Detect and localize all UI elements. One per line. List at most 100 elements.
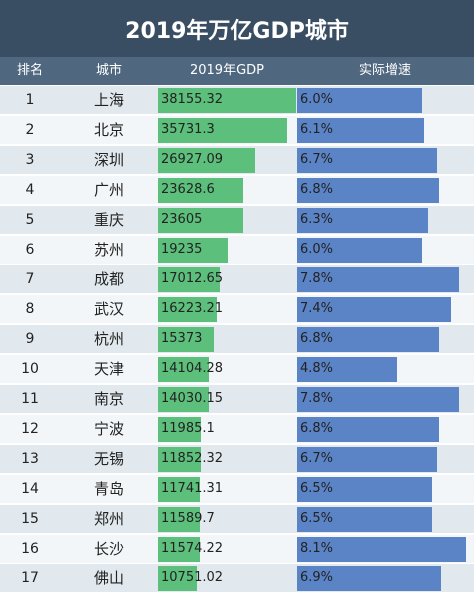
- city-cell: 宁波: [93, 419, 124, 438]
- rank-cell: 6: [25, 241, 35, 258]
- growth-value-label: 6.7%: [300, 151, 334, 167]
- gdp-value-label: 14030.15: [161, 391, 224, 406]
- rank-cell: 13: [21, 450, 39, 467]
- growth-value-label: 6.0%: [300, 241, 334, 257]
- rank-cell: 7: [25, 271, 35, 288]
- header-city: 城市: [95, 63, 122, 78]
- rank-cell: 15: [21, 510, 39, 527]
- gdp-value-label: 17012.65: [161, 271, 224, 287]
- header-rank: 排名: [16, 63, 43, 78]
- gdp-value-label: 16223.21: [161, 301, 224, 317]
- table-row: 5 重庆 23605 6.3%: [0, 205, 474, 234]
- city-cell: 武汉: [93, 300, 124, 319]
- table-row: 14 青岛 11741.31 6.5%: [0, 474, 474, 503]
- gdp-bar: [158, 327, 214, 353]
- rank-cell: 11: [21, 391, 39, 407]
- table-row: 15 郑州 11589.7 6.5%: [0, 504, 474, 533]
- growth-value-label: 6.9%: [300, 570, 334, 586]
- city-cell: 上海: [93, 91, 124, 109]
- gdp-value-label: 38155.32: [161, 92, 224, 107]
- gdp-value-label: 11985.1: [161, 420, 215, 436]
- gdp-value-label: 35731.3: [161, 121, 215, 137]
- growth-bar: [297, 177, 439, 203]
- city-cell: 郑州: [93, 509, 124, 528]
- growth-value-label: 6.8%: [300, 181, 334, 197]
- gdp-bar: [158, 536, 200, 562]
- growth-bar: [297, 536, 466, 562]
- growth-value-label: 4.8%: [300, 361, 334, 377]
- gdp-bar: [158, 387, 209, 412]
- city-cell: 青岛: [93, 479, 124, 498]
- city-cell: 长沙: [93, 539, 124, 558]
- growth-bar: [297, 297, 452, 323]
- growth-bar: [297, 416, 439, 442]
- rank-cell: 2: [25, 121, 35, 138]
- table-row: 11 南京 14030.15 7.8%: [0, 385, 474, 413]
- rank-cell: 8: [25, 301, 35, 318]
- rank-cell: 1: [25, 92, 35, 108]
- header-row: 排名 城市 2019年GDP 实际增速: [0, 57, 474, 85]
- gdp-value-label: 11852.32: [161, 450, 224, 466]
- city-cell: 佛山: [93, 569, 124, 588]
- table-row: 1 上海 38155.32 6.0%: [0, 86, 474, 114]
- gdp-bar: [158, 357, 209, 383]
- rank-cell: 10: [21, 361, 39, 378]
- growth-value-label: 7.4%: [300, 301, 334, 317]
- table-row: 10 天津 14104.28 4.8%: [0, 355, 474, 384]
- data-table: 1 上海 38155.32 6.0% 2 北京 35731.3 6.1% 3 深圳 26927.09…: [0, 86, 474, 595]
- gdp-bar: [158, 566, 197, 592]
- gdp-bar: [158, 237, 228, 263]
- table-row: 13 无锡 11852.32 6.7%: [0, 444, 474, 473]
- growth-value-label: 6.1%: [300, 121, 334, 137]
- gdp-bar: [158, 207, 244, 233]
- growth-bar: [297, 147, 437, 173]
- growth-bar: [297, 506, 433, 532]
- city-cell: 重庆: [93, 210, 124, 229]
- table-row: 7 成都 17012.65 7.8%: [0, 265, 474, 294]
- gdp-bar: [158, 267, 220, 293]
- table-row: 2 北京 35731.3 6.1%: [0, 115, 474, 144]
- growth-value-label: 6.0%: [300, 92, 334, 107]
- rank-cell: 14: [21, 480, 39, 497]
- growth-value-label: 6.7%: [300, 450, 334, 466]
- growth-value-label: 6.8%: [300, 331, 334, 347]
- table-row: 17 佛山 10751.02 6.9%: [0, 564, 474, 593]
- city-cell: 南京: [93, 390, 124, 408]
- growth-value-label: 6.5%: [300, 480, 334, 496]
- growth-bar: [297, 267, 460, 293]
- table-row: 8 武汉 16223.21 7.4%: [0, 295, 474, 324]
- table-row: 6 苏州 19235 6.0%: [0, 235, 474, 264]
- gdp-bar: [158, 147, 256, 173]
- gdp-bar: [158, 476, 201, 502]
- header-gdp: 2019年GDP: [189, 63, 264, 78]
- growth-bar: [297, 237, 422, 263]
- gdp-value-label: 23628.6: [161, 181, 215, 197]
- growth-value-label: 6.5%: [300, 510, 334, 526]
- rank-cell: 12: [21, 420, 39, 437]
- gdp-value-label: 11741.31: [161, 480, 224, 496]
- city-cell: 北京: [93, 120, 124, 139]
- growth-bar: [297, 387, 460, 412]
- gdp-value-label: 26927.09: [161, 151, 224, 167]
- growth-bar: [297, 117, 425, 143]
- growth-bar: [297, 327, 439, 353]
- gdp-value-label: 11574.22: [161, 540, 224, 556]
- table-row: 4 广州 23628.6 6.8%: [0, 175, 474, 204]
- chart-title: 2019年万亿GDP城市: [0, 0, 474, 57]
- header-growth: 实际增速: [358, 63, 411, 78]
- city-cell: 深圳: [93, 150, 124, 169]
- rank-cell: 3: [25, 151, 35, 168]
- table-row: 9 杭州 15373 6.8%: [0, 325, 474, 354]
- gdp-value-label: 23605: [161, 211, 203, 227]
- gdp-value-label: 15373: [161, 331, 203, 347]
- table-row: 16 长沙 11574.22 8.1%: [0, 534, 474, 563]
- gdp-value-label: 10751.02: [161, 570, 224, 586]
- gdp-bar: [158, 416, 202, 442]
- rank-cell: 16: [21, 540, 39, 557]
- city-cell: 广州: [93, 180, 124, 199]
- rank-cell: 5: [25, 211, 35, 228]
- gdp-bar: [158, 506, 200, 532]
- gdp-value-label: 11589.7: [161, 510, 215, 526]
- growth-value-label: 7.8%: [300, 391, 334, 406]
- growth-value-label: 8.1%: [300, 540, 334, 556]
